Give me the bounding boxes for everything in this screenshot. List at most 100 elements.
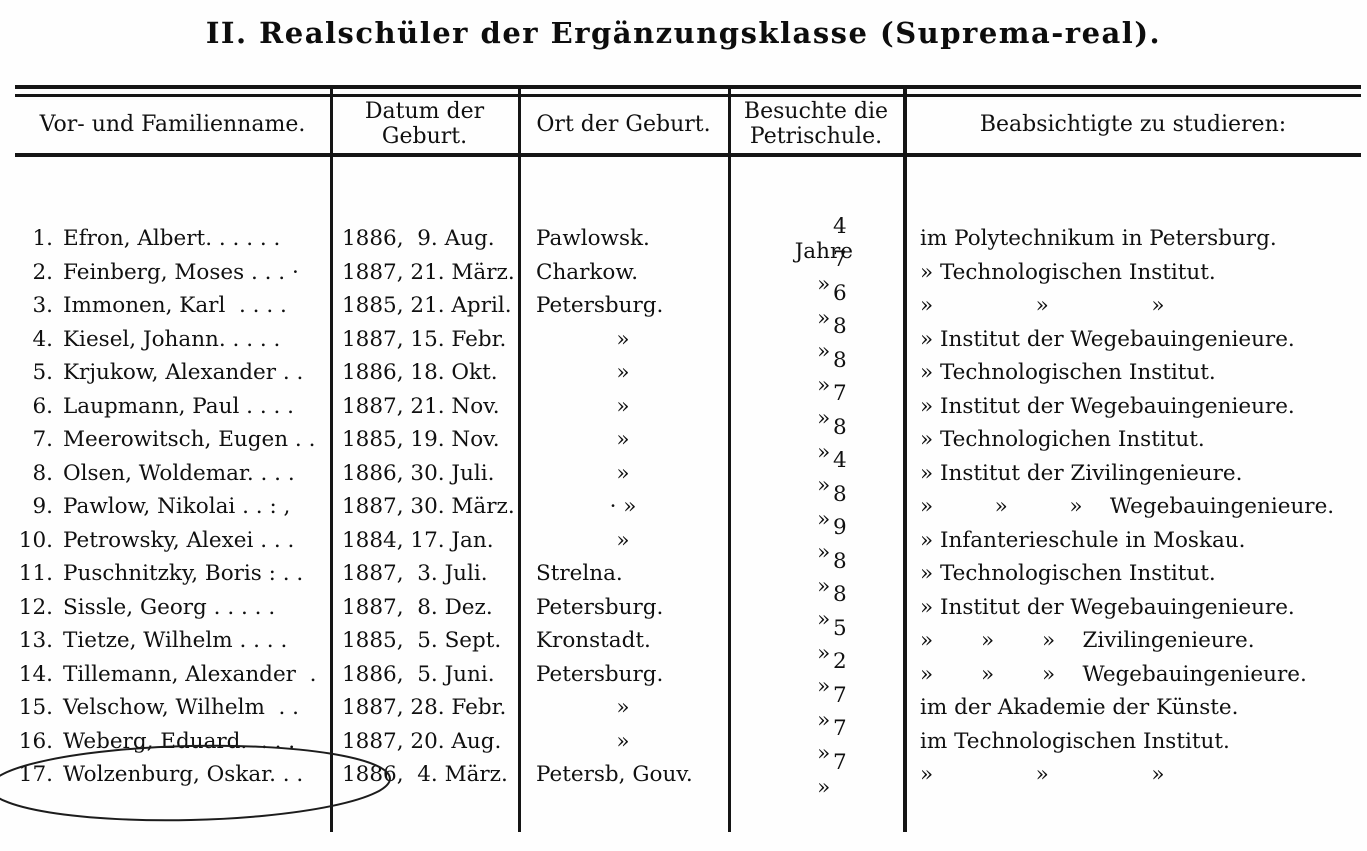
column-header-school-years-line2: Petrischule. <box>749 124 883 149</box>
table-row: 6. Laupmann, Paul . . . . 1887, 21. Nov.… <box>15 381 1361 431</box>
student-name: Efron, Albert. . . . . . <box>63 226 281 252</box>
birthplace-cell: Petersburg. <box>536 594 664 620</box>
school-years-unit: » <box>817 305 831 331</box>
school-years-number: 6 <box>833 280 847 306</box>
row-number: 11. <box>18 561 53 587</box>
school-years-number: 7 <box>833 381 847 407</box>
school-years-unit: » <box>817 607 831 633</box>
table-row: 7. Meerowitsch, Eugen . . 1885, 19. Nov.… <box>15 415 1361 465</box>
intended-study-cell: » » » <box>920 762 1165 788</box>
birthdate-cell: 1886, 9. Aug. <box>342 226 495 252</box>
column-rule-1 <box>330 85 333 832</box>
birthplace-cell: Petersb, Gouv. <box>536 762 693 788</box>
school-years-cell: 6 » <box>728 256 903 356</box>
column-header-birthplace: Ort der Geburt. <box>536 112 711 137</box>
name-cell: 8. Olsen, Woldemar. . . . <box>15 461 330 486</box>
name-cell: 4. Kiesel, Johann. . . . . <box>15 327 330 352</box>
table-row: 5. Krjukow, Alexander . . 1886, 18. Okt.… <box>15 348 1361 398</box>
row-number: 4. <box>32 326 53 352</box>
school-years-unit: Jahre <box>794 238 853 264</box>
column-header-birthdate-line2: Geburt. <box>381 124 468 149</box>
table-row: 15. Velschow, Wilhelm . . 1887, 28. Febr… <box>15 683 1361 733</box>
birthplace-cell: » <box>616 728 630 754</box>
intended-study-cell: » Institut der Wegebauingenieure. <box>920 393 1295 419</box>
birthdate-cell: 1887, 8. Dez. <box>342 594 493 620</box>
school-years-number: 8 <box>833 582 847 608</box>
birthdate-cell: 1887, 21. Nov. <box>342 393 500 419</box>
school-years-unit: » <box>817 339 831 365</box>
school-years-number: 8 <box>833 314 847 340</box>
school-years-cell: 8 » <box>728 524 903 624</box>
student-name: Puschnitzky, Boris : . . <box>63 561 304 587</box>
student-name: Feinberg, Moses . . . · <box>63 259 299 285</box>
school-years-cell: 7 » <box>728 222 903 322</box>
birthplace-cell: · » <box>609 494 637 520</box>
name-cell: 16. Weberg, Eduard. . . . <box>15 729 330 754</box>
school-years-unit: » <box>817 372 831 398</box>
name-cell: 5. Krjukow, Alexander . . <box>15 360 330 385</box>
birthdate-cell: 1885, 19. Nov. <box>342 427 500 453</box>
column-rule-4 <box>903 85 907 832</box>
name-cell: 11. Puschnitzky, Boris : . . <box>15 561 330 586</box>
table-row: 12. Sissle, Georg . . . . . 1887, 8. Dez… <box>15 582 1361 632</box>
row-number: 17. <box>18 762 53 788</box>
school-years-number: 4 <box>833 213 847 239</box>
table-row: 2. Feinberg, Moses . . . · 1887, 21. Mär… <box>15 247 1361 297</box>
school-years-number: 7 <box>833 716 847 742</box>
birthplace-cell: » <box>616 393 630 419</box>
school-years-cell: 7 » <box>728 691 903 791</box>
school-years-unit: » <box>817 406 831 432</box>
column-rule-2 <box>518 85 521 832</box>
table-row: 1. Efron, Albert. . . . . . 1886, 9. Aug… <box>15 214 1361 264</box>
intended-study-cell: » Institut der Zivilingenieure. <box>920 460 1243 486</box>
name-cell: 12. Sissle, Georg . . . . . <box>15 595 330 620</box>
school-years-unit: » <box>817 573 831 599</box>
row-number: 15. <box>18 695 53 721</box>
school-years-number: 8 <box>833 347 847 373</box>
intended-study-cell: » Technologichen Institut. <box>920 427 1205 453</box>
table-row: 16. Weberg, Eduard. . . . 1887, 20. Aug.… <box>15 716 1361 766</box>
table-row: 3. Immonen, Karl . . . . 1885, 21. April… <box>15 281 1361 331</box>
birthplace-cell: Strelna. <box>536 561 623 587</box>
table-row: 11. Puschnitzky, Boris : . . 1887, 3. Ju… <box>15 549 1361 599</box>
student-name: Krjukow, Alexander . . <box>63 360 304 386</box>
column-header-intended-study: Beabsichtigte zu studieren: <box>979 112 1287 137</box>
student-name: Weberg, Eduard. . . . <box>63 728 296 754</box>
table-top-rule-outer <box>15 85 1361 89</box>
intended-study-cell: » Technologischen Institut. <box>920 561 1216 587</box>
row-number: 13. <box>18 628 53 654</box>
intended-study-cell: » Technologischen Institut. <box>920 360 1216 386</box>
birthdate-cell: 1887, 3. Juli. <box>342 561 488 587</box>
school-years-number: 7 <box>833 247 847 273</box>
table-row: 13. Tietze, Wilhelm . . . . 1885, 5. Sep… <box>15 616 1361 666</box>
table-top-rule-inner <box>15 94 1361 97</box>
birthdate-cell: 1886, 4. März. <box>342 762 508 788</box>
student-name: Wolzenburg, Oskar. . . <box>63 762 304 788</box>
row-number: 2. <box>32 259 53 285</box>
student-name: Petrowsky, Alexei . . . <box>63 527 295 553</box>
school-years-cell: 8 » <box>728 289 903 389</box>
birthdate-cell: 1887, 28. Febr. <box>342 695 507 721</box>
birthdate-cell: 1886, 30. Juli. <box>342 460 495 486</box>
school-years-number: 9 <box>833 515 847 541</box>
school-years-cell: 8 » <box>728 457 903 557</box>
student-name: Laupmann, Paul . . . . <box>63 393 294 419</box>
birthplace-cell: » <box>616 527 630 553</box>
intended-study-cell: im Technologischen Institut. <box>920 728 1230 754</box>
student-name: Tietze, Wilhelm . . . . <box>63 628 288 654</box>
birthplace-cell: Petersburg. <box>536 661 664 687</box>
column-rule-3 <box>728 85 731 832</box>
table-row: 4. Kiesel, Johann. . . . . 1887, 15. Feb… <box>15 314 1361 364</box>
student-name: Kiesel, Johann. . . . . <box>63 326 281 352</box>
row-number: 16. <box>18 728 53 754</box>
name-cell: 7. Meerowitsch, Eugen . . <box>15 427 330 452</box>
school-years-cell: 8 » <box>728 390 903 490</box>
school-years-cell: 4 Jahre <box>728 189 903 289</box>
school-years-unit: » <box>817 439 831 465</box>
row-number: 14. <box>18 661 53 687</box>
school-years-number: 5 <box>833 615 847 641</box>
student-name: Tillemann, Alexander . <box>63 661 317 687</box>
intended-study-cell: » » » Wegebauingenieure. <box>920 661 1307 687</box>
table-row: 14. Tillemann, Alexander . 1886, 5. Juni… <box>15 649 1361 699</box>
